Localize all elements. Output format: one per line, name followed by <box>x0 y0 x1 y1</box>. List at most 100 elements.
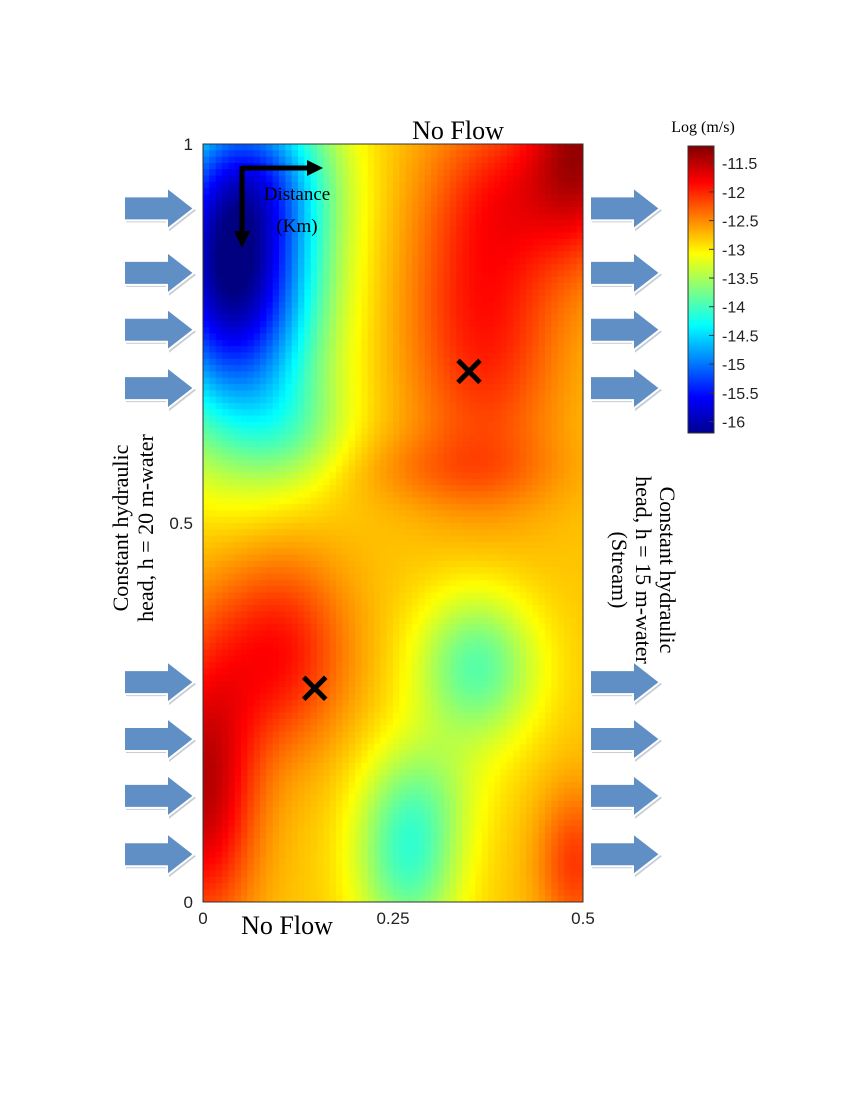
heatmap-cell <box>564 314 571 322</box>
heatmap-cell <box>323 295 331 303</box>
heatmap-cell <box>500 560 508 568</box>
heatmap-cell <box>513 295 521 303</box>
heatmap-cell <box>424 257 432 265</box>
heatmap-cell <box>380 598 388 606</box>
heatmap-cell <box>310 428 318 436</box>
heatmap-cell <box>285 466 293 474</box>
heatmap-cell <box>222 523 229 530</box>
heatmap-cell <box>564 541 571 549</box>
heatmap-cell <box>298 384 305 391</box>
heatmap-cell <box>253 257 261 265</box>
heatmap-cell <box>551 592 559 600</box>
heatmap-cell <box>215 339 223 347</box>
heatmap-cell <box>342 264 350 271</box>
heatmap-cell <box>285 541 293 549</box>
heatmap-cell <box>481 333 489 341</box>
heatmap-cell <box>500 415 508 423</box>
heatmap-cell <box>532 605 540 613</box>
heatmap-cell <box>247 251 255 259</box>
heatmap-cell <box>456 213 464 221</box>
heatmap-cell <box>266 491 274 499</box>
heatmap-cell <box>437 175 445 183</box>
heatmap-cell <box>266 156 274 164</box>
heatmap-cell <box>519 605 527 613</box>
heatmap-cell <box>241 605 248 613</box>
heatmap-cell <box>310 320 318 328</box>
heatmap-cell <box>285 251 293 259</box>
heatmap-cell <box>367 643 375 650</box>
heatmap-cell <box>279 541 286 549</box>
heatmap-cell <box>272 314 280 322</box>
heatmap-cell <box>557 478 565 486</box>
heatmap-cell <box>348 358 356 366</box>
heatmap-cell <box>475 472 483 480</box>
heatmap-cell <box>431 175 438 183</box>
heatmap-cell <box>557 194 565 202</box>
heatmap-cell <box>481 402 489 410</box>
heatmap-cell <box>304 434 312 442</box>
heatmap-cell <box>241 497 248 505</box>
heatmap-cell <box>374 352 381 360</box>
heatmap-cell <box>386 421 394 429</box>
heatmap-cell <box>488 510 495 518</box>
heatmap-cell <box>538 611 546 619</box>
heatmap-cell <box>310 523 318 530</box>
heatmap-cell <box>342 529 350 537</box>
heatmap-cell <box>475 592 483 600</box>
heatmap-cell <box>310 194 318 202</box>
heatmap-cell <box>456 245 464 252</box>
heatmap-cell <box>481 485 489 493</box>
heatmap-cell <box>355 333 362 341</box>
heatmap-cell <box>405 327 413 335</box>
heatmap-cell <box>526 352 533 360</box>
heatmap-cell <box>532 175 540 183</box>
heatmap-cell <box>203 314 210 322</box>
heatmap-cell <box>418 617 426 625</box>
heatmap-cell <box>203 567 210 575</box>
heatmap-cell <box>222 447 229 455</box>
heatmap-cell <box>564 245 571 252</box>
heatmap-cell <box>545 232 552 240</box>
heatmap-cell <box>279 245 286 252</box>
heatmap-cell <box>437 434 445 442</box>
heatmap-cell <box>209 314 217 322</box>
heatmap-cell <box>456 169 464 177</box>
heatmap-cell <box>437 548 445 556</box>
heatmap-cell <box>367 649 375 657</box>
heatmap-cell <box>203 264 210 271</box>
heatmap-cell <box>513 188 521 196</box>
heatmap-cell <box>285 402 293 410</box>
heatmap-cell <box>456 440 464 448</box>
heatmap-cell <box>228 200 236 208</box>
heatmap-cell <box>437 516 445 524</box>
heatmap-cell <box>507 226 514 234</box>
heatmap-cell <box>519 554 527 562</box>
heatmap-cell <box>215 365 223 372</box>
heatmap-cell <box>481 169 489 177</box>
heatmap-cell <box>481 529 489 537</box>
heatmap-cell <box>545 181 552 189</box>
heatmap-cell <box>304 282 312 290</box>
heatmap-cell <box>323 175 331 183</box>
heatmap-cell <box>513 358 521 366</box>
heatmap-cell <box>564 409 571 417</box>
heatmap-cell <box>291 346 299 354</box>
heatmap-cell <box>570 352 578 360</box>
heatmap-cell <box>266 169 274 177</box>
heatmap-cell <box>298 213 305 221</box>
heatmap-cell <box>342 478 350 486</box>
heatmap-cell <box>260 428 267 436</box>
heatmap-cell <box>418 516 426 524</box>
heatmap-cell <box>279 655 286 663</box>
heatmap-cell <box>475 257 483 265</box>
heatmap-cell <box>557 200 565 208</box>
heatmap-cell <box>374 523 381 530</box>
heatmap-cell <box>412 270 419 278</box>
heatmap-cell <box>576 156 583 164</box>
heatmap-cell <box>462 592 470 600</box>
heatmap-cell <box>475 504 483 511</box>
heatmap-cell <box>494 232 502 240</box>
heatmap-cell <box>488 213 495 221</box>
heatmap-cell <box>266 592 274 600</box>
heatmap-cell <box>279 567 286 575</box>
